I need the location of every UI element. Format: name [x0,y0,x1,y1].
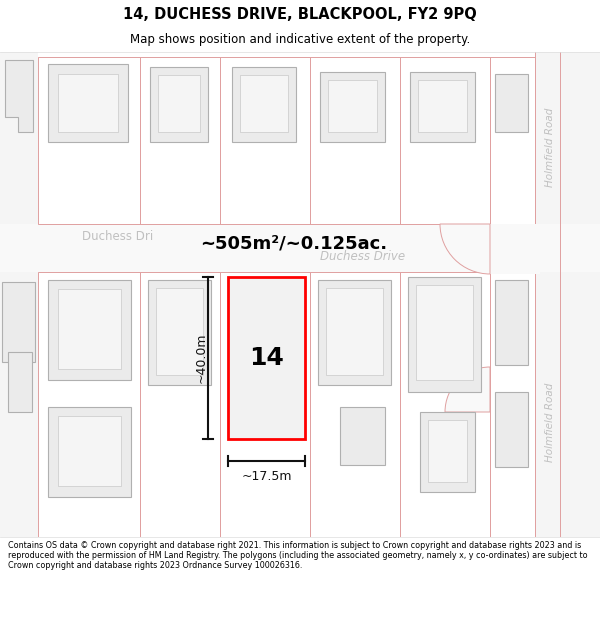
Polygon shape [5,60,33,132]
Bar [58,416,121,486]
Bar [310,272,400,537]
Bar [410,72,475,142]
Bar [428,420,467,482]
Bar [158,75,200,132]
Bar [48,280,131,380]
Bar [418,80,467,132]
Bar [38,272,140,537]
Bar [408,277,481,392]
Bar [535,52,600,537]
Bar [310,57,400,224]
Bar [48,407,131,497]
Text: Holmfield Road: Holmfield Road [545,107,555,187]
Text: ~40.0m: ~40.0m [194,332,208,383]
Bar [318,280,391,385]
Bar [490,272,535,537]
Bar [340,407,385,465]
Bar [495,280,528,365]
Bar [0,224,600,272]
Bar [490,57,535,224]
Bar [490,224,540,274]
Bar [416,285,473,380]
Text: ~17.5m: ~17.5m [241,469,292,482]
Text: 14: 14 [249,346,284,370]
Bar [400,57,490,224]
Bar [326,288,383,375]
Bar [48,64,128,142]
Text: Map shows position and indicative extent of the property.: Map shows position and indicative extent… [130,32,470,46]
Bar [495,74,528,132]
Bar [140,272,220,537]
Bar [58,289,121,369]
Bar [495,392,528,467]
Bar [328,80,377,132]
Wedge shape [440,224,490,274]
Bar [140,57,220,224]
Bar [400,272,490,537]
Bar [240,75,288,132]
Wedge shape [445,367,490,412]
Bar [38,57,140,224]
Bar [0,52,38,537]
Bar [228,277,305,439]
Text: ~505m²/~0.125ac.: ~505m²/~0.125ac. [200,235,387,253]
Bar [150,67,208,142]
Bar [156,288,203,375]
Text: Holmfield Road: Holmfield Road [545,382,555,462]
Text: 14, DUCHESS DRIVE, BLACKPOOL, FY2 9PQ: 14, DUCHESS DRIVE, BLACKPOOL, FY2 9PQ [123,7,477,22]
Bar [148,280,211,385]
Polygon shape [8,352,32,412]
Bar [232,67,296,142]
Bar [420,412,475,492]
Bar [320,72,385,142]
Polygon shape [2,282,35,362]
Bar [220,272,310,537]
Text: Duchess Drive: Duchess Drive [320,251,405,264]
Text: Contains OS data © Crown copyright and database right 2021. This information is : Contains OS data © Crown copyright and d… [8,541,587,571]
Text: Duchess Dri: Duchess Dri [82,231,153,244]
Bar [220,57,310,224]
Bar [58,74,118,132]
